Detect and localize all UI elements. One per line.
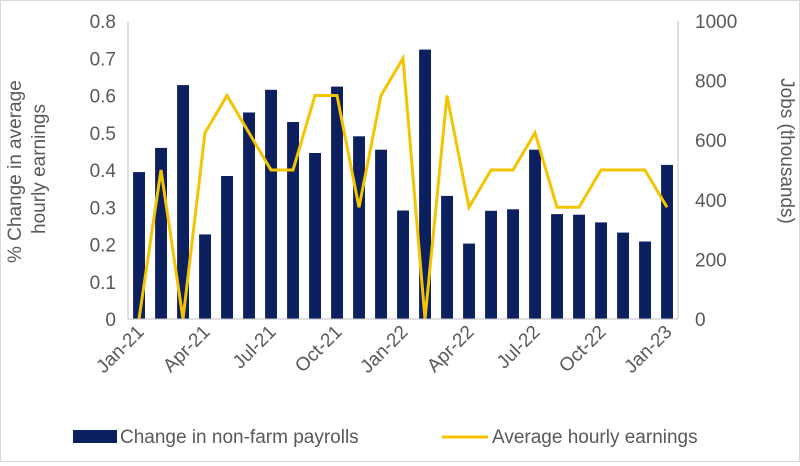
payroll-bar [573, 214, 585, 319]
left-axis-title: % Change in average hourly earnings [5, 75, 50, 263]
payroll-bar [243, 112, 255, 319]
x-tick-label: Jul-21 [229, 322, 280, 373]
payroll-bar [199, 234, 211, 319]
left-tick-label: 0.7 [90, 49, 116, 70]
left-tick-label: 0.3 [90, 198, 116, 219]
payroll-bar [397, 210, 409, 319]
legend-bar-swatch [73, 430, 117, 443]
left-tick-label: 0.6 [90, 87, 116, 108]
x-tick-label: Oct-22 [555, 322, 610, 377]
payroll-bar [419, 49, 431, 319]
payroll-bar [463, 243, 475, 319]
right-tick-label: 800 [695, 72, 727, 93]
payroll-bar [595, 222, 607, 319]
right-tick-label: 400 [695, 191, 727, 212]
payroll-bar [661, 164, 673, 319]
earnings-line [137, 53, 669, 320]
payroll-bar [617, 232, 629, 319]
x-tick-label: Jan-21 [93, 322, 149, 378]
payroll-bar [265, 89, 277, 319]
right-axis-title: Jobs (thousands) [776, 78, 797, 224]
payroll-bars [133, 49, 673, 319]
payroll-bar [133, 172, 145, 319]
legend-bar-label: Change in non-farm payrolls [120, 427, 359, 448]
x-tick-label: Apr-22 [423, 322, 478, 377]
right-tick-label: 600 [695, 131, 727, 152]
payroll-bar [639, 241, 651, 319]
right-axis-ticks: 0 200 400 600 800 1000 [695, 12, 737, 331]
x-tick-label: Jul-22 [493, 322, 544, 373]
payroll-bar [177, 85, 189, 319]
left-tick-label: 0.5 [90, 124, 116, 145]
payroll-bar [441, 195, 453, 319]
right-tick-label: 200 [695, 250, 727, 271]
payroll-bar [309, 153, 321, 319]
left-tick-label: 0.8 [90, 12, 116, 33]
right-tick-label: 1000 [695, 12, 737, 33]
left-axis-title-line-2: hourly earnings [29, 104, 50, 234]
x-tick-label: Apr-21 [159, 322, 214, 377]
x-tick-label: Jan-22 [357, 322, 413, 378]
payroll-bar [353, 136, 365, 319]
left-tick-label: 0.2 [90, 236, 116, 257]
x-tick-label: Oct-21 [291, 322, 346, 377]
payroll-bar [485, 210, 497, 319]
payroll-bar [375, 149, 387, 319]
left-axis-title-line-1: % Change in average [5, 80, 26, 263]
payroll-bar [507, 209, 519, 319]
payroll-bar [529, 149, 541, 319]
legend-line-label: Average hourly earnings [492, 427, 698, 448]
x-axis-ticks: Jan-21 Apr-21 Jul-21 Oct-21 Jan-22 Apr-22 Jul-… [93, 322, 677, 378]
payroll-bar [551, 214, 563, 319]
left-tick-label: 0 [105, 310, 116, 331]
payroll-bar [287, 122, 299, 319]
left-tick-label: 0.1 [90, 273, 116, 294]
payroll-bar [331, 86, 343, 319]
right-tick-label: 0 [695, 310, 706, 331]
x-tick-label: Jan-23 [621, 322, 677, 378]
left-tick-label: 0.4 [90, 161, 117, 182]
legend: Change in non-farm payrolls Average hour… [73, 427, 698, 448]
left-axis-ticks: 0 0.1 0.2 0.3 0.4 0.5 0.6 0.7 0.8 [90, 12, 117, 331]
payroll-bar [155, 147, 167, 319]
payroll-bar [221, 176, 233, 319]
